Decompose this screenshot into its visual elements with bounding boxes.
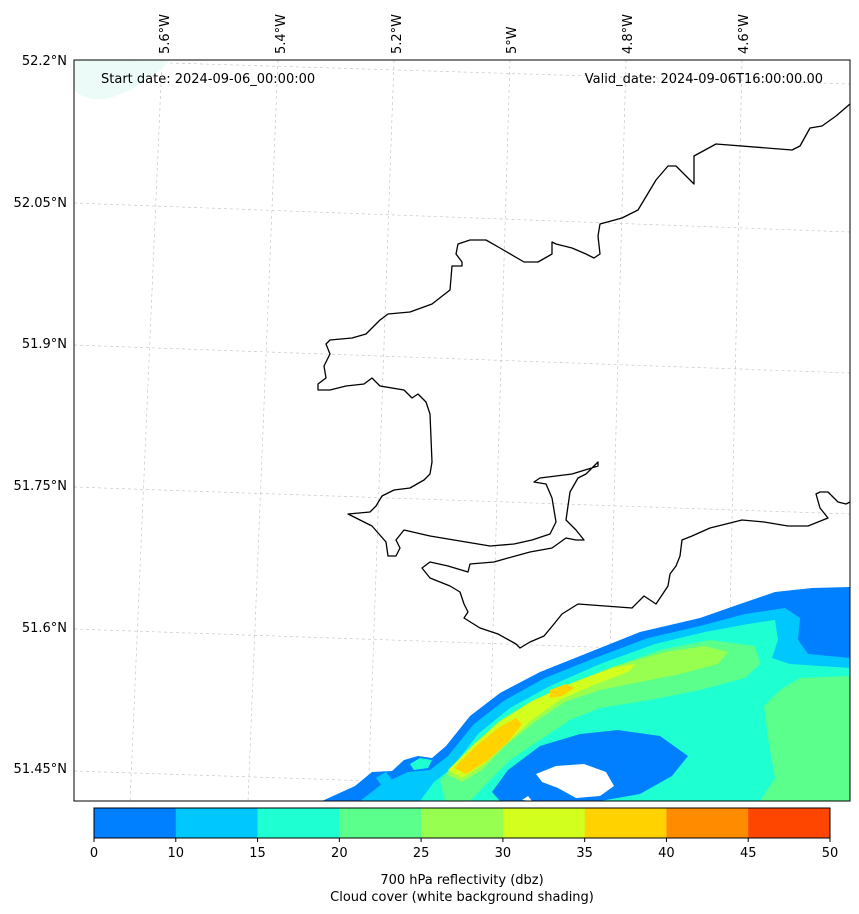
lat-label-51-45: 51.45°N bbox=[14, 762, 67, 777]
colorbar-tick-label-0: 0 bbox=[90, 846, 98, 861]
lon-label-5-4: 5.4°W bbox=[274, 14, 289, 54]
latitude-axis: 52.2°N 52.05°N 51.9°N 51.75°N 51.6°N 51.… bbox=[14, 54, 67, 777]
lat-label-52-2: 52.2°N bbox=[22, 54, 67, 69]
colorbar-caption-line1: 700 hPa reflectivity (dbz) bbox=[380, 873, 543, 888]
colorbar-swatch-1 bbox=[175, 808, 259, 838]
lon-gridline-5-6 bbox=[129, 60, 163, 801]
colorbar-caption-line2: Cloud cover (white background shading) bbox=[330, 890, 594, 905]
map-panel: Start date: 2024-09-06_00:00:00 Valid_da… bbox=[14, 14, 851, 802]
colorbar-swatch-2 bbox=[257, 808, 340, 838]
colorbar-tick-label-5: 30 bbox=[495, 846, 512, 861]
reflectivity-small-cell bbox=[410, 758, 432, 770]
start-date-label: Start date: 2024-09-06_00:00:00 bbox=[101, 72, 315, 87]
colorbar-tick-label-3: 20 bbox=[331, 846, 348, 861]
graticule bbox=[74, 60, 850, 801]
colorbar-tick-label-1: 10 bbox=[168, 846, 185, 861]
reflectivity-contour-35-40-small bbox=[550, 684, 574, 698]
lon-label-5-0: 5°W bbox=[505, 26, 520, 54]
lat-label-51-9: 51.9°N bbox=[22, 337, 67, 352]
colorbar-ticks: 0 10 15 20 25 30 35 40 45 50 bbox=[90, 838, 838, 861]
lon-label-5-2: 5.2°W bbox=[390, 14, 405, 54]
colorbar-tick-label-6: 35 bbox=[576, 846, 593, 861]
reflectivity-small-cell-2 bbox=[376, 772, 392, 786]
colorbar: 0 10 15 20 25 30 35 40 45 50 700 hPa reflectivity… bbox=[90, 807, 838, 905]
reflectivity-weak-pocket bbox=[492, 730, 688, 801]
clear-sky-hole bbox=[536, 764, 614, 798]
reflectivity-contour-20-25 bbox=[440, 640, 760, 801]
colorbar-swatches bbox=[94, 808, 831, 838]
colorbar-swatch-0 bbox=[94, 808, 177, 838]
lon-label-5-6: 5.6°W bbox=[158, 14, 173, 54]
colorbar-tick-label-4: 25 bbox=[413, 846, 430, 861]
clear-sky-hole-small bbox=[522, 796, 532, 801]
cloud-cover-shading bbox=[74, 60, 170, 100]
colorbar-swatch-5 bbox=[502, 808, 586, 838]
colorbar-frame bbox=[93, 807, 831, 839]
colorbar-swatch-7 bbox=[666, 808, 749, 838]
colorbar-tick-label-7: 40 bbox=[658, 846, 675, 861]
colorbar-swatch-8 bbox=[748, 808, 831, 838]
lon-gridline-5-4 bbox=[247, 60, 279, 801]
lon-label-4-8: 4.8°W bbox=[621, 14, 636, 54]
longitude-axis: 5.6°W 5.4°W 5.2°W 5°W 4.8°W 4.6°W bbox=[158, 14, 752, 54]
coastline bbox=[317, 103, 850, 649]
lon-label-4-6: 4.6°W bbox=[737, 14, 752, 54]
map-frame bbox=[73, 59, 851, 802]
lat-label-51-75: 51.75°N bbox=[14, 479, 67, 494]
colorbar-swatch-3 bbox=[339, 808, 422, 838]
colorbar-tick-label-2: 15 bbox=[249, 846, 266, 861]
lat-label-52-05: 52.05°N bbox=[14, 196, 67, 211]
valid-date-label: Valid_date: 2024-09-06T16:00:00.00 bbox=[585, 72, 823, 87]
colorbar-tick-label-9: 50 bbox=[822, 846, 839, 861]
coastline-main bbox=[317, 103, 850, 649]
colorbar-tick-label-8: 45 bbox=[740, 846, 757, 861]
reflectivity-contour-20-25-east bbox=[760, 676, 850, 801]
lat-label-51-6: 51.6°N bbox=[22, 621, 67, 636]
reflectivity-field bbox=[322, 587, 850, 801]
reflectivity-contour-35-40 bbox=[454, 718, 522, 774]
colorbar-swatch-6 bbox=[584, 808, 667, 838]
colorbar-swatch-4 bbox=[421, 808, 504, 838]
